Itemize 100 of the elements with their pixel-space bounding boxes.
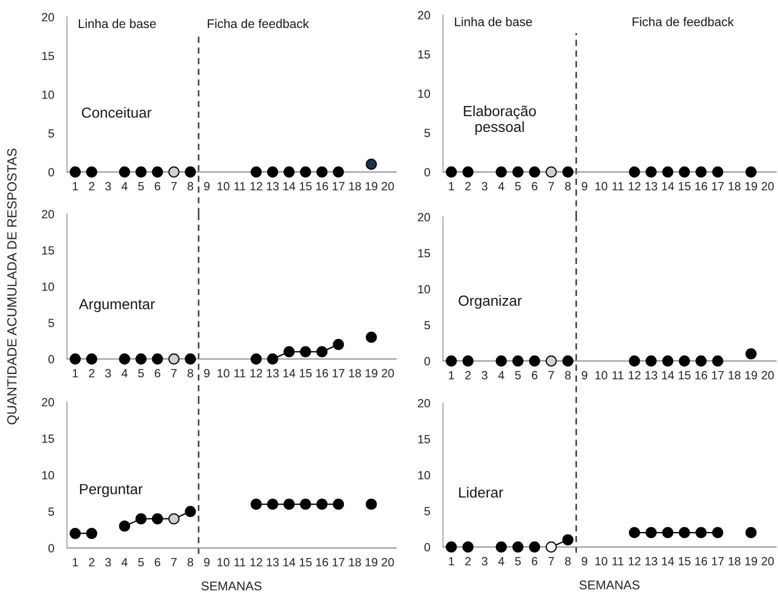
y-tick-label: 15 (418, 50, 430, 59)
x-tick-label: 17 (332, 369, 344, 378)
x-tick-label: 14 (283, 182, 296, 190)
y-tick-label: 10 (42, 471, 54, 480)
x-tick-label: 20 (762, 182, 774, 190)
y-tick-label: 15 (418, 249, 430, 258)
x-tick-label: 16 (316, 182, 328, 190)
x-tick-label: 3 (482, 371, 488, 380)
y-tick-label: 5 (424, 321, 430, 330)
x-tick-label: 1 (448, 371, 454, 380)
x-tick-label: 19 (366, 182, 378, 190)
x-tick-label: 17 (332, 558, 344, 566)
x-tick-label: 16 (695, 371, 708, 380)
x-tick-label: 6 (532, 182, 538, 190)
x-axis-title: SEMANAS (580, 580, 640, 590)
x-tick-label: 2 (88, 182, 94, 190)
x-tick-label: 13 (645, 371, 658, 380)
x-tick-label: 16 (316, 558, 328, 566)
text: Elaboração pessoal (464, 106, 536, 135)
x-tick-label: 8 (188, 558, 194, 566)
x-tick-label: 11 (234, 369, 246, 378)
x-tick-label: 6 (532, 557, 538, 566)
x-tick-label: 1 (72, 369, 78, 378)
y-tick-label: 0 (48, 168, 54, 176)
x-tick-label: 15 (300, 369, 312, 378)
x-tick-label: 3 (482, 182, 488, 190)
x-tick-label: 20 (762, 557, 774, 566)
x-tick-label: 7 (171, 369, 177, 378)
x-tick-label: 15 (300, 558, 312, 566)
x-tick-label: 12 (628, 557, 640, 566)
x-tick-label: 12 (628, 371, 640, 380)
y-tick-label: 5 (48, 318, 54, 328)
y-tick-label: 5 (424, 128, 430, 138)
x-tick-label: 16 (695, 182, 708, 190)
x-tick-label: 5 (138, 369, 144, 378)
x-tick-label: 2 (88, 558, 94, 566)
x-tick-label: 9 (204, 182, 210, 190)
x-tick-label: 14 (662, 182, 674, 190)
y-tick-label: 10 (42, 90, 54, 99)
x-tick-label: 2 (465, 182, 471, 190)
x-tick-label: 19 (745, 371, 758, 380)
x-tick-label: 18 (728, 557, 740, 566)
x-tick-label: 12 (250, 558, 262, 566)
x-tick-label: 15 (678, 557, 690, 566)
x-tick-label: 10 (596, 182, 608, 190)
x-tick-label: 7 (548, 182, 554, 190)
x-tick-label: 7 (548, 557, 554, 566)
x-tick-label: 1 (448, 557, 454, 566)
x-tick-label: 2 (465, 371, 471, 380)
x-tick-label: 5 (515, 182, 521, 190)
y-tick-label: 15 (418, 435, 430, 444)
x-tick-label: 13 (266, 369, 279, 378)
x-tick-label: 7 (171, 558, 177, 566)
x-tick-label: 4 (122, 558, 128, 566)
y-tick-label: 20 (418, 399, 430, 408)
x-tick-label: 1 (72, 558, 78, 566)
x-tick-label: 12 (250, 182, 262, 190)
text: Organizar (458, 295, 522, 309)
x-tick-label: 19 (366, 558, 378, 566)
x-tick-label: 17 (712, 371, 724, 380)
text: Perguntar (80, 484, 143, 498)
x-tick-label: 18 (349, 558, 361, 566)
x-tick-label: 4 (498, 557, 504, 566)
x-tick-label: 11 (234, 558, 246, 566)
x-tick-label: 7 (548, 371, 554, 380)
x-tick-label: 8 (565, 371, 571, 380)
x-tick-label: 8 (565, 557, 571, 566)
x-tick-label: 1 (448, 182, 454, 190)
x-tick-label: 14 (283, 558, 296, 566)
x-tick-label: 9 (582, 557, 588, 566)
y-tick-label: 10 (418, 471, 430, 480)
x-tick-label: 19 (745, 182, 758, 190)
x-tick-label: 4 (122, 369, 128, 378)
x-tick-label: 3 (105, 369, 111, 378)
x-tick-label: 13 (266, 558, 279, 566)
x-tick-label: 19 (366, 369, 378, 378)
x-tick-label: 6 (532, 371, 538, 380)
x-tick-label: 19 (745, 557, 758, 566)
x-tick-label: 17 (332, 182, 344, 190)
x-tick-label: 8 (188, 182, 194, 190)
x-tick-label: 8 (565, 182, 571, 190)
x-tick-label: 6 (154, 558, 160, 566)
x-tick-label: 18 (349, 182, 361, 190)
x-tick-label: 16 (316, 369, 328, 378)
x-tick-label: 15 (678, 182, 690, 190)
x-tick-label: 10 (596, 557, 608, 566)
x-tick-label: 10 (218, 558, 230, 566)
x-tick-label: 3 (482, 557, 488, 566)
annotation: Linha de base (455, 17, 532, 26)
y-tick-label: 10 (418, 90, 430, 98)
x-tick-label: 10 (218, 369, 230, 378)
annotation: Linha de base (78, 18, 156, 28)
x-tick-label: 3 (105, 182, 111, 190)
x-tick-label: 9 (204, 369, 210, 378)
x-tick-label: 2 (88, 369, 94, 378)
y-tick-label: 15 (42, 52, 54, 60)
x-tick-label: 20 (762, 371, 774, 380)
y-tick-label: 0 (48, 355, 54, 364)
y-axis-title: QUANTIDADE ACUMULADA DE RESPOSTAS (7, 148, 19, 424)
x-tick-label: 7 (171, 182, 177, 190)
